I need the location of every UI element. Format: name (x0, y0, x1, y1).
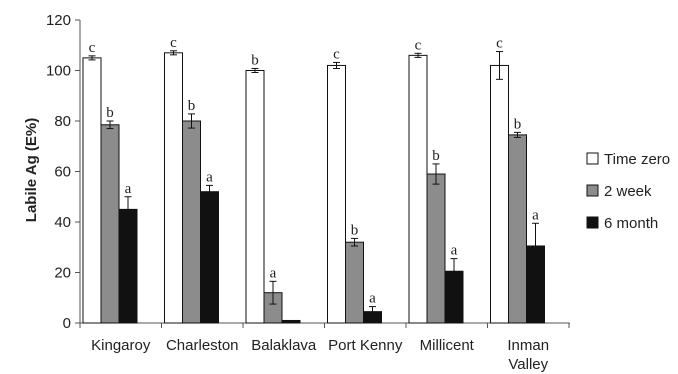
significance-label: b (514, 116, 522, 132)
bar (245, 70, 265, 324)
bar (327, 64, 346, 324)
legend-label: 2 week (604, 183, 652, 200)
significance-label: c (170, 35, 177, 51)
legend-swatch (586, 184, 599, 197)
error-bars-group (88, 50, 539, 318)
significance-label: c (415, 37, 422, 53)
significance-label: a (125, 181, 132, 197)
significance-label: c (89, 40, 96, 56)
y-tick-label: 120 (46, 12, 71, 29)
category-label: Port Kenny (328, 337, 403, 354)
y-tick-label: 0 (63, 315, 71, 332)
bar (118, 208, 138, 324)
bar (82, 57, 102, 324)
y-tick-label: 100 (46, 63, 71, 80)
significance-label: a (206, 169, 213, 185)
axes-group: 0 20 40 60 80 100 120 (46, 12, 570, 332)
category-label: Millicent (420, 337, 475, 354)
category-label: Valley (508, 356, 548, 373)
category-label: Kingaroy (91, 337, 151, 354)
y-tick-label: 20 (54, 265, 71, 282)
legend-swatch (586, 152, 599, 165)
category-label: Charleston (166, 337, 239, 354)
significance-labels-group: c c b c c c b b a b b b a a a a a (89, 35, 540, 307)
significance-label: b (351, 222, 359, 238)
legend-label: 6 month (604, 215, 658, 232)
significance-label: a (532, 207, 539, 223)
legend: Time zero 2 week 6 month (586, 151, 670, 232)
bar (508, 134, 527, 324)
y-axis-title: Labile Ag (E%) (23, 118, 40, 222)
significance-label: b (251, 52, 259, 68)
significance-label: b (432, 148, 440, 164)
y-tick-label: 80 (54, 113, 71, 130)
category-label: Inman (507, 337, 549, 354)
legend-label: Time zero (604, 151, 670, 168)
significance-label: a (451, 243, 458, 259)
bar (426, 173, 446, 324)
bar (164, 52, 183, 324)
bar (345, 241, 364, 324)
y-tick-label: 40 (54, 214, 71, 231)
significance-label: b (188, 98, 196, 114)
significance-label: b (106, 105, 114, 121)
bar (408, 54, 428, 324)
bars-group (82, 52, 545, 324)
bar (281, 319, 301, 324)
significance-label: c (496, 36, 503, 52)
bar (200, 191, 219, 324)
bar (490, 64, 509, 324)
y-tick-label: 60 (54, 164, 71, 181)
bar (182, 120, 201, 324)
significance-label: c (333, 46, 340, 62)
category-labels-group: Kingaroy Charleston Balaklava Port Kenny Mil… (91, 337, 549, 373)
bar (100, 124, 120, 324)
significance-label: a (369, 291, 376, 307)
significance-label: a (270, 265, 277, 281)
legend-swatch (586, 216, 599, 229)
category-label: Balaklava (251, 337, 317, 354)
